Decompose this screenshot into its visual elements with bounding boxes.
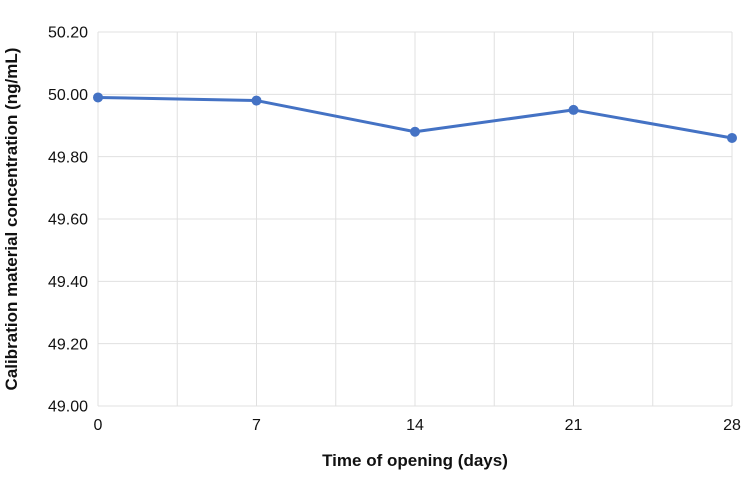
data-point-marker bbox=[410, 126, 420, 137]
y-tick-label: 49.00 bbox=[48, 399, 88, 416]
x-tick-label: 21 bbox=[565, 417, 583, 434]
y-axis-title: Calibration material concentration (ng/m… bbox=[2, 48, 21, 391]
y-tick-label: 49.20 bbox=[48, 336, 88, 353]
y-tick-label: 50.20 bbox=[48, 25, 88, 42]
data-point-marker bbox=[727, 132, 737, 143]
data-point-marker bbox=[93, 92, 103, 103]
y-tick-label: 49.40 bbox=[48, 274, 88, 291]
x-tick-label: 0 bbox=[94, 417, 103, 434]
data-point-marker bbox=[568, 104, 579, 115]
data-series bbox=[93, 92, 737, 143]
data-point-marker bbox=[251, 95, 262, 106]
y-tick-label: 50.00 bbox=[48, 87, 88, 104]
x-tick-label: 28 bbox=[723, 417, 741, 434]
x-tick-label: 7 bbox=[252, 417, 261, 434]
y-tick-label: 49.80 bbox=[48, 149, 88, 166]
x-axis-title: Time of opening (days) bbox=[322, 451, 508, 470]
y-tick-label: 49.60 bbox=[48, 212, 88, 229]
gridlines bbox=[97, 31, 733, 407]
x-tick-label: 14 bbox=[406, 417, 424, 434]
axis-tick-labels: 49.00 49.20 49.40 49.60 49.80 50.00 50.20 0 7 14 2… bbox=[48, 25, 741, 434]
